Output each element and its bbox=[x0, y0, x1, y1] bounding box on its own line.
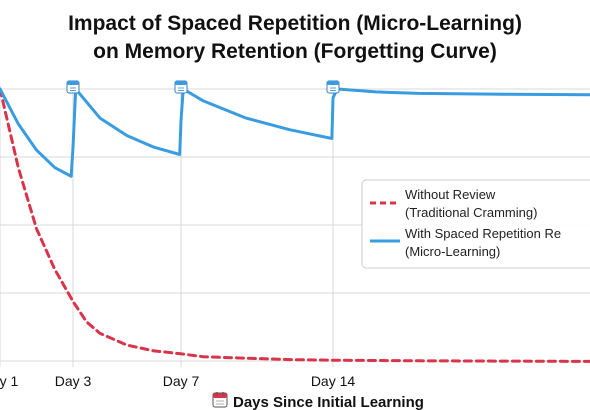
chart-title-line-2: on Memory Retention (Forgetting Curve) bbox=[93, 40, 497, 63]
series-layer bbox=[0, 87, 590, 363]
series-line-without-review bbox=[0, 87, 590, 363]
legend: Without Review (Traditional Cramming) Wi… bbox=[361, 179, 590, 269]
review-markers bbox=[66, 80, 340, 94]
chart-title-line-1: Impact of Spaced Repetition (Micro-Learn… bbox=[68, 12, 522, 35]
calendar-icon bbox=[326, 80, 340, 94]
legend-label-with-spaced-repetition-line-2: (Micro-Learning) bbox=[405, 244, 500, 259]
legend-entry-without-review: Without Review (Traditional Cramming) bbox=[370, 187, 537, 220]
legend-label-without-review-line-1: Without Review bbox=[405, 187, 496, 202]
calendar-icon-header bbox=[327, 81, 339, 85]
x-tick-label-day-3: Day 3 bbox=[55, 373, 92, 389]
legend-box bbox=[361, 179, 590, 269]
x-tick-labels: Day 1 Day 3 Day 7 Day 14 bbox=[0, 373, 355, 389]
x-tick-label-day-14: Day 14 bbox=[311, 373, 356, 389]
x-tick-label-day-1: Day 1 bbox=[0, 373, 18, 389]
series-line-with-spaced-repetition bbox=[0, 87, 590, 178]
calendar-icon bbox=[212, 392, 228, 408]
legend-label-without-review-line-2: (Traditional Cramming) bbox=[405, 205, 537, 220]
calendar-icon bbox=[174, 80, 188, 94]
calendar-icon-header bbox=[67, 81, 79, 85]
x-tick-label-day-7: Day 7 bbox=[163, 373, 200, 389]
legend-entry-with-spaced-repetition: With Spaced Repetition Re (Micro-Learnin… bbox=[370, 226, 561, 259]
calendar-icon bbox=[66, 80, 80, 94]
legend-label-with-spaced-repetition-line-1: With Spaced Repetition Re bbox=[405, 226, 561, 241]
x-axis-label: Days Since Initial Learning bbox=[212, 392, 424, 410]
calendar-icon-header bbox=[175, 81, 187, 85]
x-axis-label-text: Days Since Initial Learning bbox=[233, 394, 424, 410]
